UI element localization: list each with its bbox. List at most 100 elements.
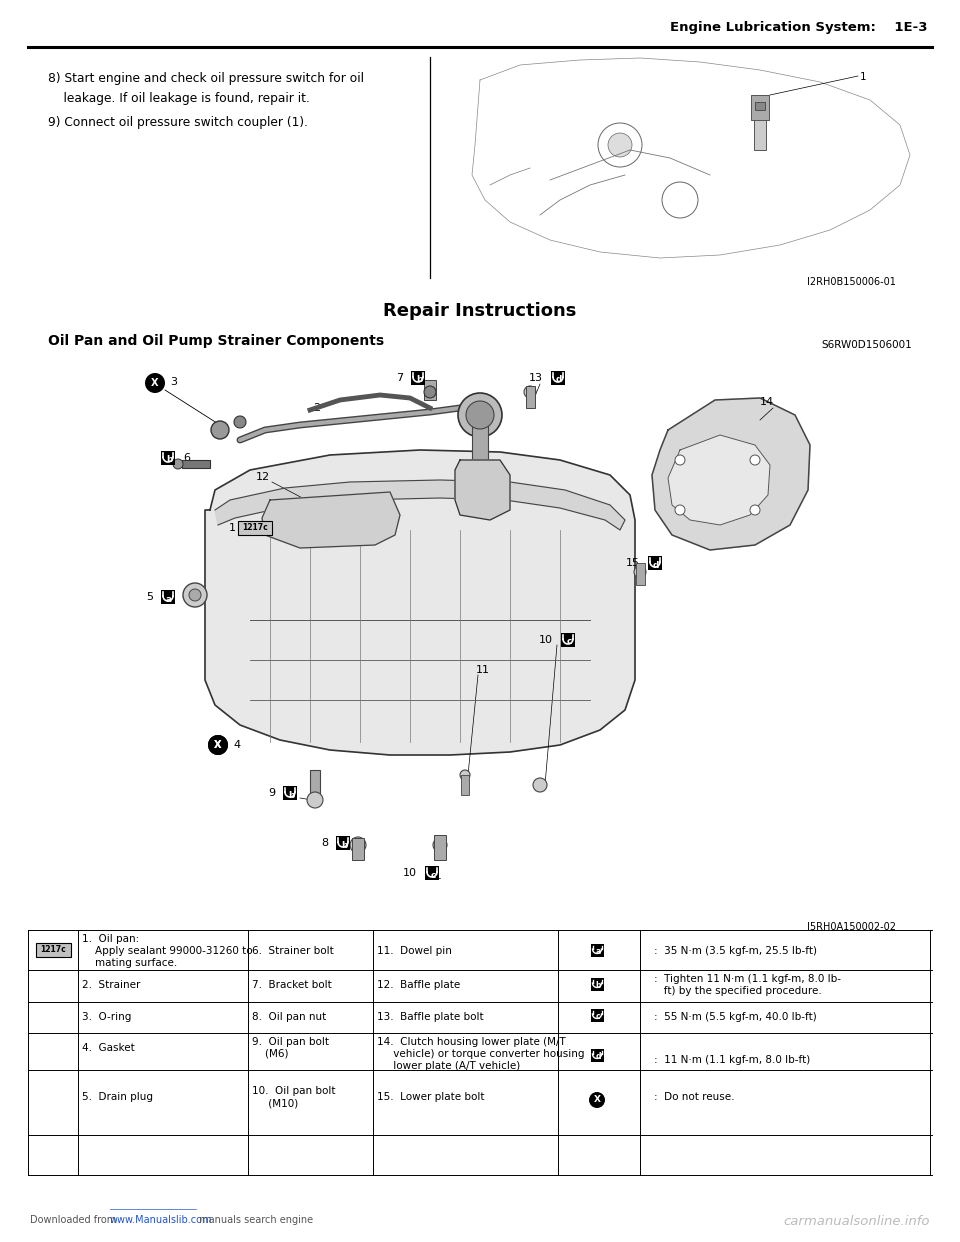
Bar	[310, 770, 320, 800]
Text: Downloaded from: Downloaded from	[30, 1215, 119, 1225]
Text: mating surface.: mating surface.	[82, 958, 178, 968]
Circle shape	[675, 505, 685, 515]
Text: 5.  Drain plug: 5. Drain plug	[82, 1092, 153, 1102]
Circle shape	[424, 386, 436, 397]
Circle shape	[211, 421, 229, 438]
Bar	[352, 838, 364, 859]
Text: 4: 4	[233, 740, 240, 750]
Circle shape	[662, 183, 698, 219]
Text: 1217c: 1217c	[242, 523, 268, 533]
Text: 14: 14	[760, 397, 774, 407]
Bar	[424, 380, 436, 400]
Text: :  11 N·m (1.1 kgf-m, 8.0 lb-ft): : 11 N·m (1.1 kgf-m, 8.0 lb-ft)	[654, 1054, 810, 1064]
Text: 10: 10	[539, 635, 553, 645]
Text: b: b	[416, 375, 422, 385]
Text: Repair Instructions: Repair Instructions	[383, 302, 577, 320]
Text: Oil Pan and Oil Pump Strainer Components: Oil Pan and Oil Pump Strainer Components	[48, 334, 384, 348]
Text: X: X	[214, 740, 222, 750]
Bar	[590, 944, 604, 956]
Text: 9: 9	[268, 787, 275, 799]
Text: 1.  Oil pan:: 1. Oil pan:	[82, 934, 139, 944]
Text: 12.  Baffle plate: 12. Baffle plate	[377, 980, 460, 990]
Bar	[561, 633, 575, 647]
Text: Apply sealant 99000-31260 to: Apply sealant 99000-31260 to	[82, 946, 252, 956]
Text: 6.  Strainer bolt: 6. Strainer bolt	[252, 946, 334, 956]
Text: 5: 5	[146, 592, 153, 602]
Text: b: b	[288, 790, 294, 800]
Text: c: c	[430, 871, 436, 879]
Circle shape	[750, 455, 760, 465]
Text: manuals search engine: manuals search engine	[196, 1215, 313, 1225]
Text: :  35 N·m (3.5 kgf-m, 25.5 lb-ft): : 35 N·m (3.5 kgf-m, 25.5 lb-ft)	[654, 946, 817, 956]
Text: 14.  Clutch housing lower plate (M/T: 14. Clutch housing lower plate (M/T	[377, 1037, 565, 1047]
Text: 8.  Oil pan nut: 8. Oil pan nut	[252, 1012, 326, 1022]
Text: 10: 10	[403, 868, 417, 878]
Bar	[461, 775, 469, 795]
Circle shape	[208, 735, 228, 755]
Text: 2.  Strainer: 2. Strainer	[82, 980, 140, 990]
Bar	[411, 371, 425, 385]
Text: 1217c: 1217c	[40, 945, 66, 955]
Circle shape	[675, 455, 685, 465]
Text: 7.  Bracket bolt: 7. Bracket bolt	[252, 980, 332, 990]
Text: lower plate (A/T vehicle): lower plate (A/T vehicle)	[377, 1061, 520, 1071]
Text: 8) Start engine and check oil pressure switch for oil: 8) Start engine and check oil pressure s…	[48, 72, 364, 84]
Text: 6: 6	[183, 453, 190, 463]
Text: b: b	[166, 456, 172, 465]
Text: 12: 12	[256, 472, 270, 482]
Text: :  Tighten 11 N·m (1.1 kgf-m, 8.0 lb-: : Tighten 11 N·m (1.1 kgf-m, 8.0 lb-	[654, 974, 841, 984]
Bar	[182, 460, 210, 468]
Text: 7: 7	[396, 373, 403, 383]
Circle shape	[173, 460, 183, 469]
Text: 1: 1	[860, 72, 867, 82]
Circle shape	[145, 373, 165, 392]
Polygon shape	[455, 460, 510, 520]
Text: a: a	[166, 595, 172, 604]
Bar	[238, 520, 272, 535]
Bar	[434, 835, 446, 859]
Text: 1: 1	[229, 523, 236, 533]
Circle shape	[750, 505, 760, 515]
Text: 15.  Lower plate bolt: 15. Lower plate bolt	[377, 1092, 485, 1102]
Text: www.Manualslib.com: www.Manualslib.com	[110, 1215, 212, 1225]
Text: X: X	[593, 1095, 601, 1104]
Text: a: a	[595, 946, 601, 956]
Text: c: c	[566, 637, 572, 647]
Bar	[590, 1009, 604, 1021]
Polygon shape	[652, 397, 810, 550]
Text: 4.  Gasket: 4. Gasket	[82, 1043, 134, 1053]
Text: carmanualsonline.info: carmanualsonline.info	[783, 1215, 930, 1228]
Bar	[590, 977, 604, 991]
Text: b: b	[595, 981, 601, 990]
Bar	[425, 866, 439, 881]
Text: (M6): (M6)	[252, 1049, 289, 1059]
Text: X: X	[214, 740, 222, 750]
Text: d: d	[595, 1052, 601, 1061]
Text: :  Do not reuse.: : Do not reuse.	[654, 1092, 734, 1102]
Text: 9.  Oil pan bolt: 9. Oil pan bolt	[252, 1037, 329, 1047]
Circle shape	[234, 416, 246, 428]
Text: X: X	[152, 378, 158, 388]
Text: ft) by the specified procedure.: ft) by the specified procedure.	[654, 986, 822, 996]
Bar	[526, 386, 535, 409]
Text: d: d	[556, 375, 563, 385]
Circle shape	[634, 566, 646, 578]
Circle shape	[460, 770, 470, 780]
Text: 2: 2	[313, 402, 320, 414]
Bar	[551, 371, 565, 385]
Bar	[472, 415, 488, 460]
Text: 3: 3	[170, 378, 177, 388]
Text: I5RH0A150002-02: I5RH0A150002-02	[807, 922, 896, 932]
Polygon shape	[205, 450, 635, 755]
Text: I2RH0B150006-01: I2RH0B150006-01	[807, 277, 896, 287]
Bar	[161, 451, 175, 465]
Text: 15: 15	[626, 558, 640, 568]
Text: S6RW0D1506001: S6RW0D1506001	[821, 340, 912, 350]
Polygon shape	[262, 492, 400, 548]
Circle shape	[307, 792, 323, 809]
Circle shape	[183, 582, 207, 607]
Text: leakage. If oil leakage is found, repair it.: leakage. If oil leakage is found, repair…	[48, 92, 310, 106]
Bar	[648, 556, 662, 570]
Bar	[36, 943, 70, 958]
Bar	[336, 836, 350, 850]
